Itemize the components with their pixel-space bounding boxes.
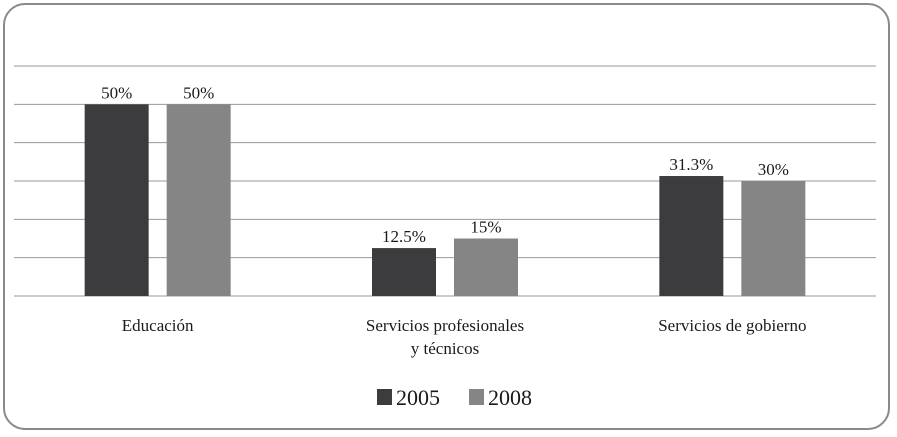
data-label: 15% — [470, 218, 501, 237]
legend-swatch-2005 — [377, 389, 392, 405]
bars — [84, 104, 806, 296]
bar-2005 — [659, 176, 724, 296]
category-label: Servicios de gobierno — [658, 316, 806, 335]
category-label: y técnicos — [411, 339, 479, 358]
bar-2008 — [454, 238, 518, 296]
data-label: 12.5% — [382, 227, 426, 246]
category-label: Educación — [122, 316, 194, 335]
data-label: 30% — [758, 160, 789, 179]
bar-2005 — [372, 248, 436, 296]
legend-swatch-2008 — [469, 389, 484, 405]
data-labels: 50% 50% 12.5% 15% 31.3% 30% — [101, 83, 789, 246]
data-label: 31.3% — [669, 155, 713, 174]
bar-2008 — [741, 181, 806, 296]
category-labels: Educación Servicios profesionales y técnic… — [122, 316, 807, 358]
category-label: Servicios profesionales — [366, 316, 524, 335]
legend-label: 2005 — [396, 385, 440, 410]
legend-label: 2008 — [488, 385, 532, 410]
bar-2005 — [84, 104, 149, 296]
data-label: 50% — [183, 83, 214, 102]
gridlines — [14, 65, 876, 297]
legend: 2005 2008 — [377, 385, 532, 410]
bar-2008 — [166, 104, 231, 296]
data-label: 50% — [101, 83, 132, 102]
